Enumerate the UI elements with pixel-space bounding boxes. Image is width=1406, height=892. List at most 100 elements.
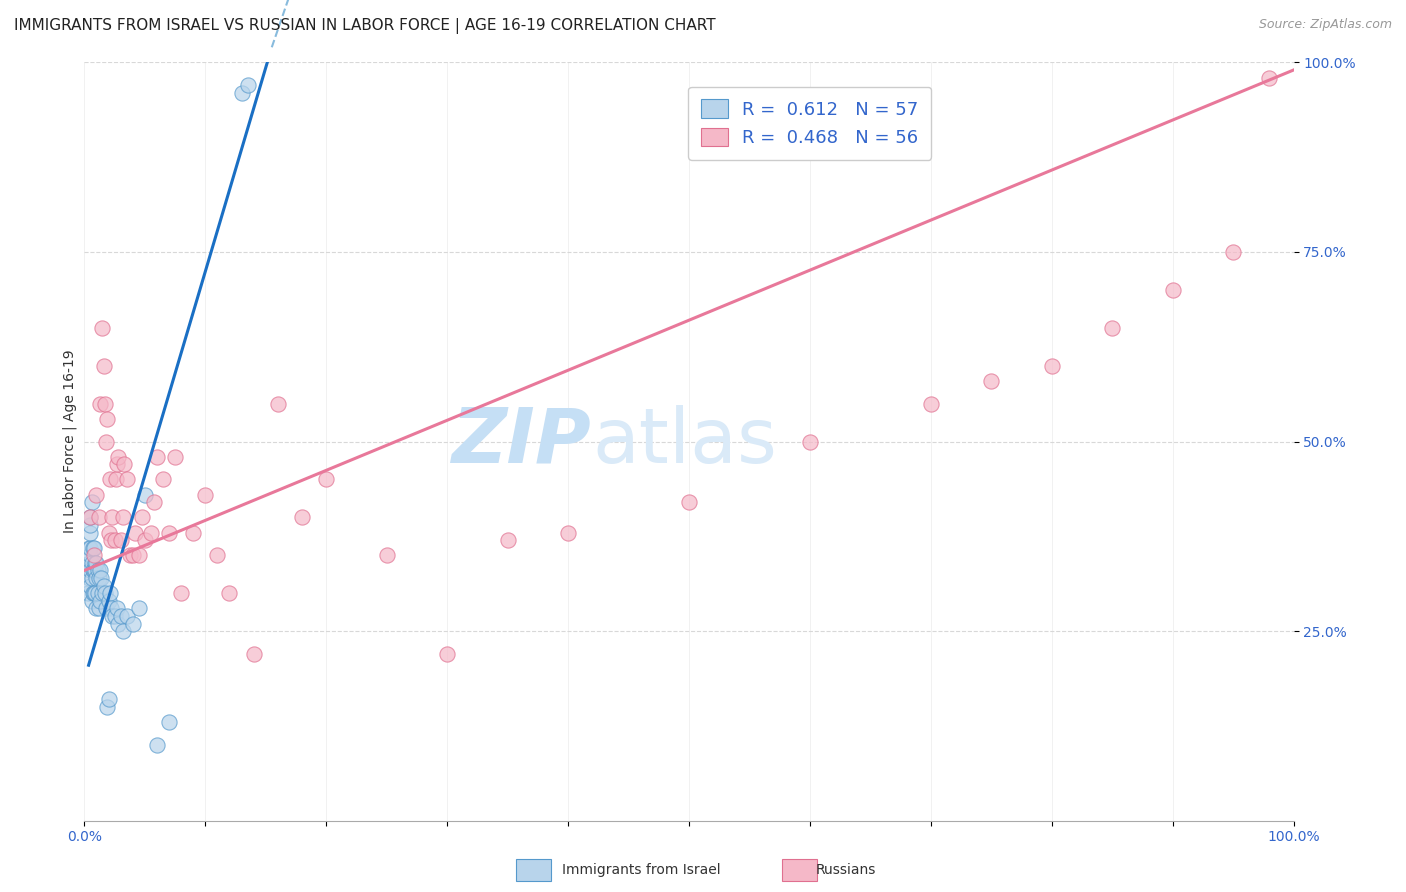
Point [128,601,150,615]
Point [79,510,101,524]
Point [94,601,117,615]
Point [87,571,110,585]
Point [170,586,193,600]
Point [315,473,337,487]
Point [120,548,142,563]
Point [104,473,127,487]
Point [134,533,156,548]
Point [82,586,104,600]
Text: IMMIGRANTS FROM ISRAEL VS RUSSIAN IN LABOR FORCE | AGE 16-19 CORRELATION CHART: IMMIGRANTS FROM ISRAEL VS RUSSIAN IN LAB… [14,18,716,34]
Point [242,647,264,661]
Point [231,86,253,100]
Point [93,579,115,593]
Point [112,624,135,639]
Point [152,473,174,487]
Point [83,564,105,578]
Point [86,601,108,615]
Point [82,564,104,578]
Point [105,601,128,615]
Point [87,510,110,524]
Point [121,548,143,563]
Point [83,586,105,600]
Point [496,533,519,548]
Point [146,450,169,464]
Point [100,601,122,615]
Point [90,571,112,585]
Point [980,374,1002,388]
Point [124,525,146,540]
Point [128,548,150,563]
Point [83,548,105,563]
Point [89,564,111,578]
Point [165,450,187,464]
Point [83,541,105,555]
Text: Source: ZipAtlas.com: Source: ZipAtlas.com [1258,18,1392,31]
Point [115,473,138,487]
Point [557,525,579,540]
Point [207,548,229,563]
Point [84,564,107,578]
Point [1040,359,1063,373]
Point [86,556,108,570]
Point [80,556,103,570]
Point [194,487,217,501]
Point [91,320,114,334]
Point [79,525,101,540]
Point [107,616,129,631]
Point [105,458,128,472]
Point [77,541,100,555]
Point [93,359,115,373]
Point [375,548,398,563]
Point [107,450,129,464]
Point [104,533,127,548]
Point [436,647,458,661]
Point [89,594,111,608]
Point [96,699,118,714]
Point [134,487,156,501]
Point [291,510,314,524]
Point [86,487,108,501]
Point [77,571,100,585]
Point [80,495,103,509]
Point [98,586,121,600]
Point [112,510,135,524]
Point [1222,244,1244,259]
Point [77,556,100,570]
Point [1101,320,1123,334]
Point [79,579,101,593]
Point [181,525,204,540]
Text: Immigrants from Israel: Immigrants from Israel [562,863,721,877]
Point [79,517,101,532]
Point [79,564,101,578]
Point [218,586,240,600]
Point [86,564,108,578]
Point [100,533,122,548]
Point [89,396,111,410]
Point [98,473,121,487]
Point [104,608,127,623]
Point [1161,283,1184,297]
Point [157,715,180,730]
Y-axis label: In Labor Force | Age 16-19: In Labor Force | Age 16-19 [63,350,77,533]
Point [96,412,118,426]
Point [94,434,117,449]
Point [110,533,132,548]
Point [112,458,135,472]
Point [267,396,290,410]
Point [77,586,100,600]
Point [94,586,117,600]
Point [91,586,114,600]
Point [101,510,124,524]
Text: Russians: Russians [815,863,876,877]
Point [94,396,117,410]
Point [139,525,162,540]
Point [80,594,103,608]
Point [86,571,108,585]
Point [84,556,107,570]
Point [79,541,101,555]
Point [97,594,120,608]
Point [121,616,143,631]
Point [920,396,942,410]
Text: ZIP: ZIP [453,405,592,478]
Point [1258,70,1281,85]
